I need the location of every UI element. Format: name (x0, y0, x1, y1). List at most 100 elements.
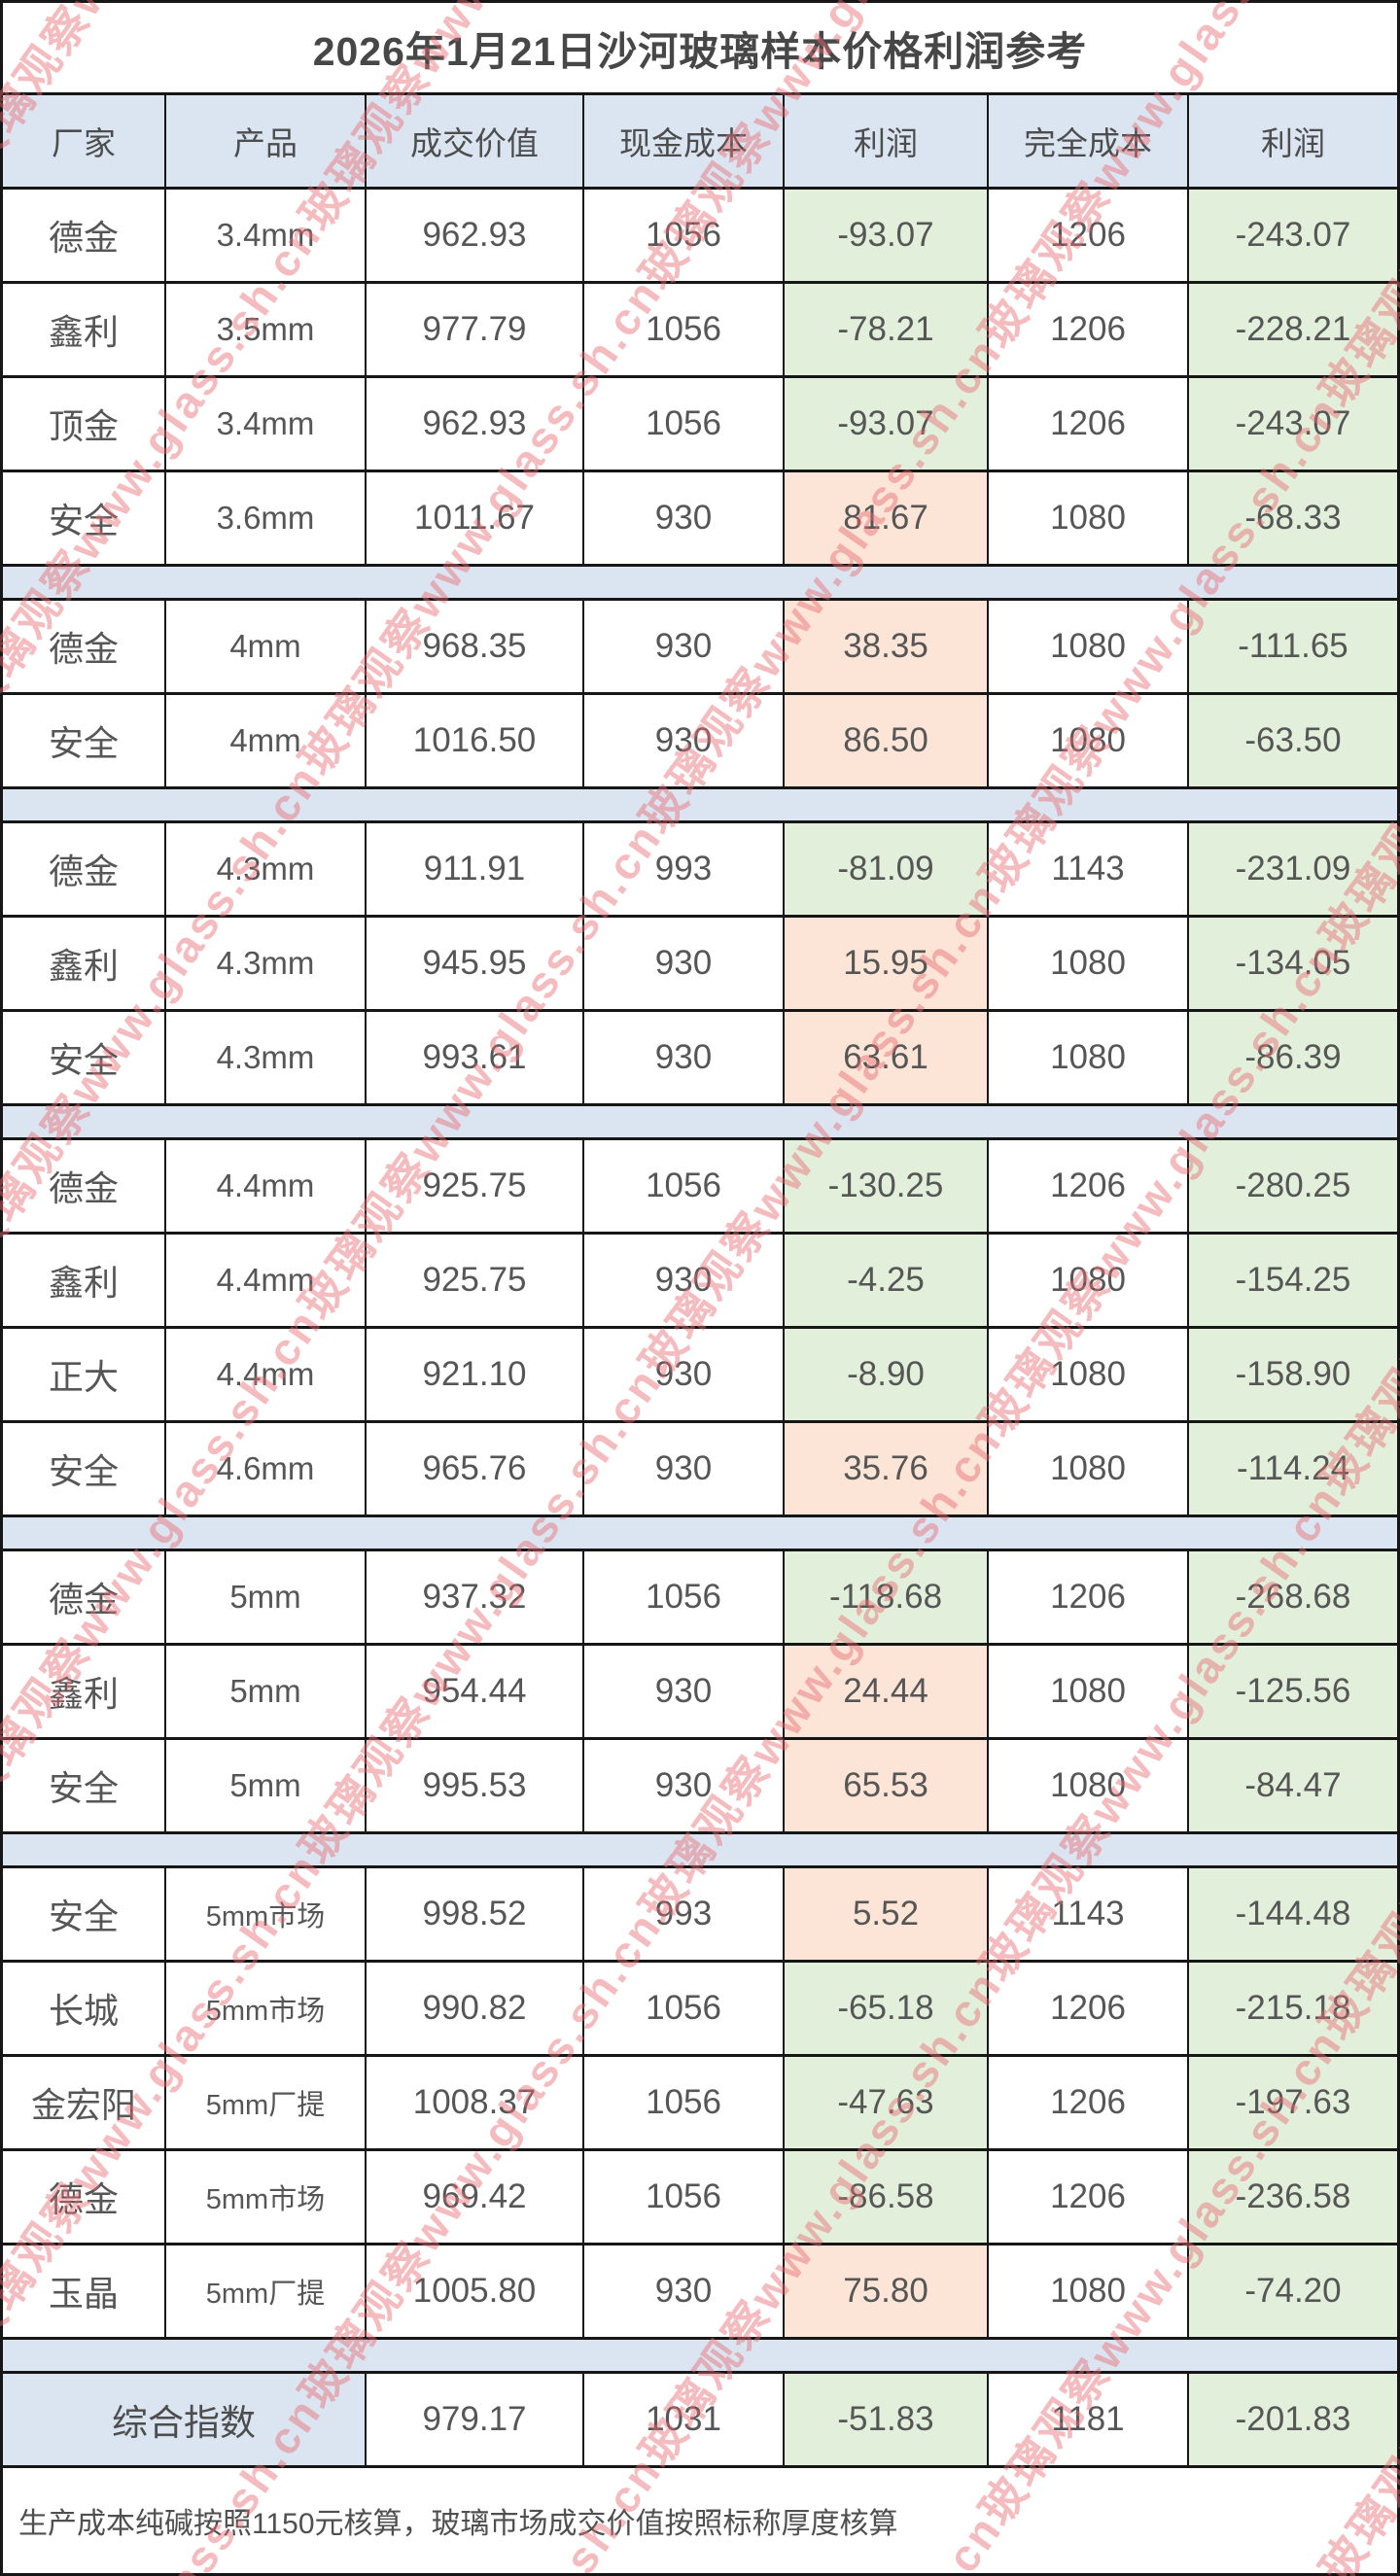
cash-profit-cell: -78.21 (785, 284, 989, 375)
header-full-profit: 利润 (1261, 125, 1325, 161)
product-cell: 5mm厂提 (166, 2245, 367, 2337)
table-body: 德金 3.4mm 962.93 1056 -93.07 1206 -243.07 鑫利 3.5m… (3, 190, 1397, 2374)
table-row: 鑫利 5mm 954.44 930 24.44 1080 -125.56 (3, 1646, 1397, 1740)
cash-profit-cell: -81.09 (785, 823, 989, 915)
table-row: 德金 3.4mm 962.93 1056 -93.07 1206 -243.07 (3, 190, 1397, 284)
group-separator (3, 2340, 1397, 2374)
cash-profit-cell: -130.25 (785, 1140, 989, 1232)
table-row: 安全 3.6mm 1011.67 930 81.67 1080 -68.33 (3, 472, 1397, 567)
price-cell: 1016.50 (367, 695, 584, 786)
factory-cell: 安全 (3, 1012, 166, 1103)
full-cost-cell: 1206 (989, 1551, 1189, 1643)
group-separator (3, 1106, 1397, 1140)
full-cost-cell: 1206 (989, 190, 1189, 281)
footnote: 生产成本纯碱按照1150元核算，玻璃市场成交价值按照标称厚度核算 (18, 2508, 898, 2540)
factory-cell: 顶金 (3, 378, 166, 470)
factory-cell: 长城 (3, 1963, 166, 2054)
factory-cell: 鑫利 (3, 1235, 166, 1326)
full-cost-cell: 1206 (989, 1963, 1189, 2054)
cash-profit-cell: -8.90 (785, 1329, 989, 1420)
cash-profit-cell: -93.07 (785, 378, 989, 470)
cash-profit-cell: -118.68 (785, 1551, 989, 1643)
full-profit-cell: -154.25 (1189, 1235, 1397, 1326)
product-cell: 4mm (166, 601, 367, 692)
table-row: 正大 4.4mm 921.10 930 -8.90 1080 -158.90 (3, 1329, 1397, 1423)
product-cell: 5mm市场 (166, 1963, 367, 2054)
full-cost-cell: 1206 (989, 2057, 1189, 2148)
cash-profit-cell: -86.58 (785, 2151, 989, 2243)
product-cell: 4mm (166, 695, 367, 786)
cash-cost-cell: 930 (584, 472, 785, 564)
full-cost-cell: 1143 (989, 1868, 1189, 1960)
cash-cost-cell: 930 (584, 1235, 785, 1326)
cash-cost-cell: 1056 (584, 190, 785, 281)
full-cost-cell: 1080 (989, 1012, 1189, 1103)
table-row: 长城 5mm市场 990.82 1056 -65.18 1206 -215.18 (3, 1963, 1397, 2057)
factory-cell: 德金 (3, 1551, 166, 1643)
full-cost-cell: 1080 (989, 1740, 1189, 1831)
cash-cost-cell: 930 (584, 601, 785, 692)
product-cell: 3.6mm (166, 472, 367, 564)
full-cost-cell: 1080 (989, 601, 1189, 692)
price-cell: 965.76 (367, 1423, 584, 1514)
price-cell: 1011.67 (367, 472, 584, 564)
product-cell: 3.4mm (166, 190, 367, 281)
full-cost-cell: 1080 (989, 1235, 1189, 1326)
full-cost-cell: 1080 (989, 2245, 1189, 2337)
cash-cost-cell: 1056 (584, 1963, 785, 2054)
cash-profit-cell: -93.07 (785, 190, 989, 281)
cash-profit-cell: 75.80 (785, 2245, 989, 2337)
price-cell: 990.82 (367, 1963, 584, 2054)
factory-cell: 正大 (3, 1329, 166, 1420)
summary-cash-profit-cell: -51.83 (785, 2374, 989, 2465)
header-cash-cost: 现金成本 (584, 95, 785, 187)
header-product: 产品 (166, 95, 367, 187)
price-cell: 962.93 (367, 190, 584, 281)
price-cell: 968.35 (367, 601, 584, 692)
cash-cost-cell: 1056 (584, 1551, 785, 1643)
cash-cost-cell: 1056 (584, 378, 785, 470)
price-cell: 969.42 (367, 2151, 584, 2243)
full-profit-cell: -84.47 (1189, 1740, 1397, 1831)
factory-cell: 金宏阳 (3, 2057, 166, 2148)
table-row: 德金 4mm 968.35 930 38.35 1080 -111.65 (3, 601, 1397, 695)
product-cell: 5mm (166, 1646, 367, 1737)
full-profit-cell: -236.58 (1189, 2151, 1397, 2243)
product-cell: 3.4mm (166, 378, 367, 470)
product-cell: 4.4mm (166, 1140, 367, 1232)
cash-cost-cell: 993 (584, 1868, 785, 1960)
full-profit-cell: -243.07 (1189, 190, 1397, 281)
table-row: 玉晶 5mm厂提 1005.80 930 75.80 1080 -74.20 (3, 2245, 1397, 2340)
cash-profit-cell: 5.52 (785, 1868, 989, 1960)
cash-profit-cell: 24.44 (785, 1646, 989, 1737)
price-cell: 962.93 (367, 378, 584, 470)
factory-cell: 德金 (3, 601, 166, 692)
cash-cost-cell: 1056 (584, 1140, 785, 1232)
cash-cost-cell: 930 (584, 1423, 785, 1514)
product-cell: 4.3mm (166, 918, 367, 1009)
header-factory: 厂家 (3, 95, 166, 187)
full-cost-cell: 1080 (989, 1423, 1189, 1514)
price-cell: 993.61 (367, 1012, 584, 1103)
full-profit-cell: -111.65 (1189, 601, 1397, 692)
summary-price-cell: 979.17 (367, 2374, 584, 2465)
summary-row: 综合指数 979.17 1031 -51.83 1181 -201.83 (3, 2374, 1397, 2468)
price-cell: 998.52 (367, 1868, 584, 1960)
full-cost-cell: 1080 (989, 1329, 1189, 1420)
product-cell: 4.6mm (166, 1423, 367, 1514)
product-cell: 5mm厂提 (166, 2057, 367, 2148)
group-separator (3, 567, 1397, 601)
cash-profit-cell: -4.25 (785, 1235, 989, 1326)
factory-cell: 德金 (3, 2151, 166, 2243)
cash-profit-cell: 86.50 (785, 695, 989, 786)
full-cost-cell: 1143 (989, 823, 1189, 915)
cash-cost-cell: 930 (584, 1329, 785, 1420)
page-title: 2026年1月21日沙河玻璃样本价格利润参考 (3, 3, 1397, 95)
cash-cost-cell: 930 (584, 1740, 785, 1831)
full-profit-cell: -197.63 (1189, 2057, 1397, 2148)
factory-cell: 鑫利 (3, 1646, 166, 1737)
table-row: 鑫利 4.3mm 945.95 930 15.95 1080 -134.05 (3, 918, 1397, 1012)
price-cell: 1008.37 (367, 2057, 584, 2148)
product-cell: 4.4mm (166, 1235, 367, 1326)
